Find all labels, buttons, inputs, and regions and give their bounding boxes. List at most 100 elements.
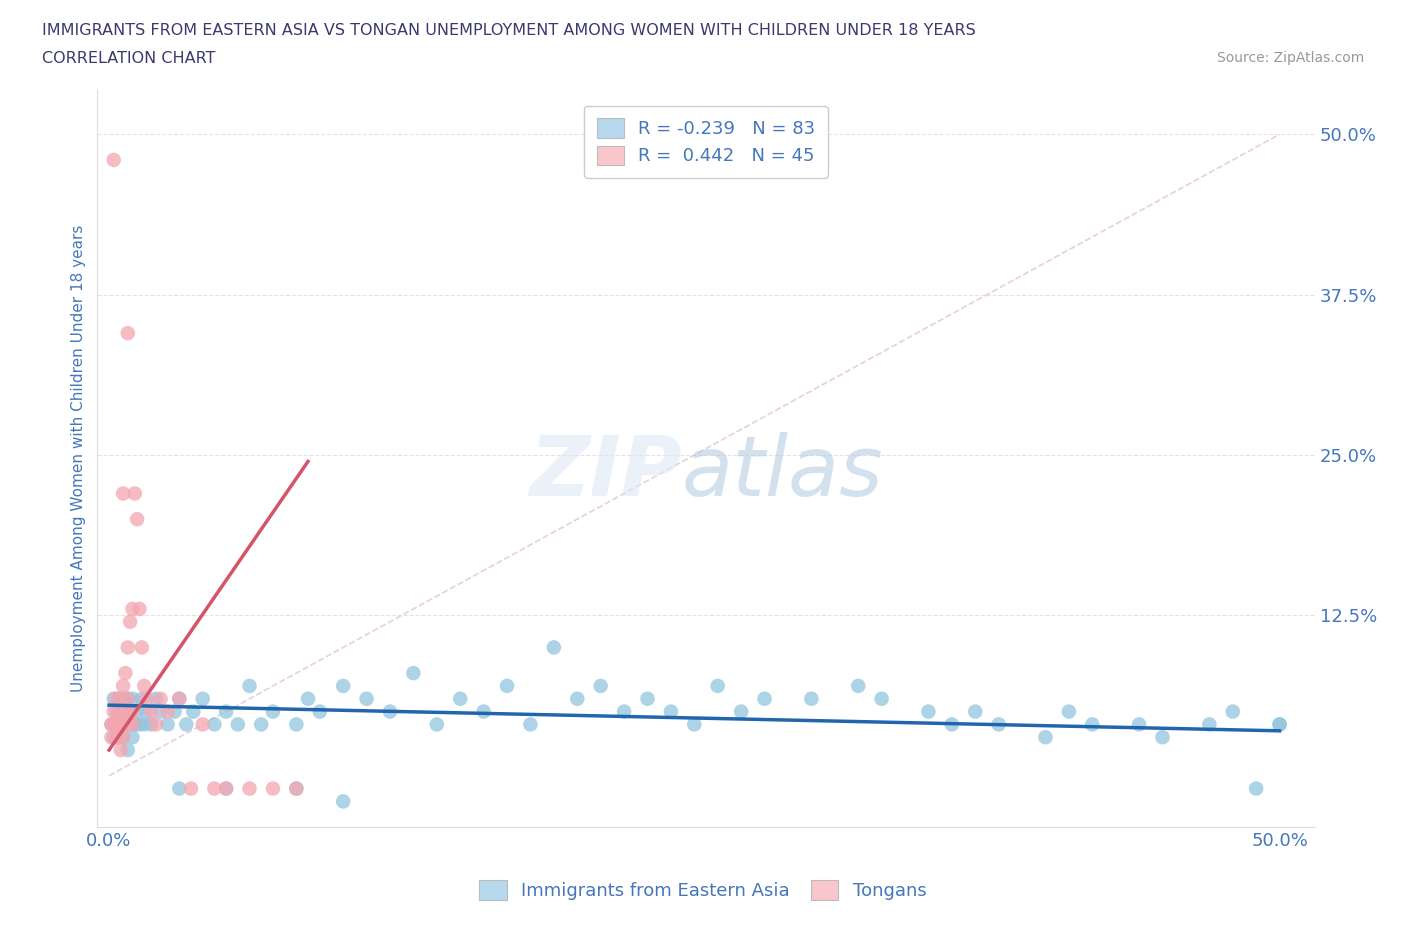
Point [226,717,249,732]
Point [637,691,659,706]
Point [202,717,225,732]
Point [800,691,823,706]
Point [176,717,198,732]
Point [202,781,225,796]
Point [107,704,129,719]
Point [567,691,589,706]
Point [215,704,238,719]
Point [169,781,191,796]
Point [332,794,354,809]
Point [134,717,156,732]
Point [131,691,153,706]
Point [1244,781,1267,796]
Point [169,691,191,706]
Point [120,704,142,719]
Point [659,704,682,719]
Point [105,717,128,732]
Point [100,730,122,745]
Point [121,704,143,719]
Point [1268,717,1291,732]
Point [169,691,191,706]
Point [180,781,202,796]
Point [112,486,135,501]
Point [110,717,132,732]
Point [107,691,129,706]
Point [117,326,139,340]
Point [103,730,125,745]
Point [121,602,143,617]
Text: atlas: atlas [682,432,883,513]
Point [112,730,135,745]
Y-axis label: Unemployment Among Women with Children Under 18 years: Unemployment Among Women with Children U… [72,224,86,692]
Point [103,717,125,732]
Point [112,691,135,706]
Point [112,730,135,745]
Point [285,717,308,732]
Point [145,717,167,732]
Point [127,704,149,719]
Point [215,781,238,796]
Point [114,717,136,732]
Point [543,640,565,655]
Point [114,704,136,719]
Point [449,691,471,706]
Point [114,717,136,732]
Point [135,691,157,706]
Point [613,704,636,719]
Legend: R = -0.239   N = 83, R =  0.442   N = 45: R = -0.239 N = 83, R = 0.442 N = 45 [583,106,828,178]
Point [730,704,752,719]
Point [128,717,150,732]
Point [107,717,129,732]
Point [110,717,132,732]
Text: Source: ZipAtlas.com: Source: ZipAtlas.com [1216,51,1364,65]
Point [103,704,125,719]
Point [163,704,186,719]
Point [262,704,284,719]
Point [285,781,308,796]
Point [1081,717,1104,732]
Point [215,781,238,796]
Point [297,691,319,706]
Point [120,615,142,630]
Point [846,679,869,694]
Point [987,717,1010,732]
Point [100,717,122,732]
Point [117,691,139,706]
Point [496,679,519,694]
Point [112,679,135,694]
Point [285,781,308,796]
Point [356,691,378,706]
Point [378,704,401,719]
Point [117,640,139,655]
Point [145,691,167,706]
Point [870,691,893,706]
Point [1057,704,1080,719]
Point [134,679,156,694]
Point [191,691,214,706]
Point [121,717,143,732]
Point [589,679,612,694]
Point [472,704,495,719]
Point [156,704,179,719]
Point [105,691,128,706]
Point [1268,717,1291,732]
Text: ZIP: ZIP [529,432,682,513]
Point [941,717,963,732]
Point [262,781,284,796]
Point [117,691,139,706]
Point [191,717,214,732]
Point [519,717,541,732]
Point [238,781,260,796]
Point [141,717,163,732]
Text: IMMIGRANTS FROM EASTERN ASIA VS TONGAN UNEMPLOYMENT AMONG WOMEN WITH CHILDREN UN: IMMIGRANTS FROM EASTERN ASIA VS TONGAN U… [42,23,976,38]
Point [250,717,273,732]
Point [238,679,260,694]
Point [105,717,128,732]
Point [100,717,122,732]
Point [124,717,146,732]
Point [1152,730,1174,745]
Point [135,704,157,719]
Point [120,704,142,719]
Point [141,704,163,719]
Point [917,704,939,719]
